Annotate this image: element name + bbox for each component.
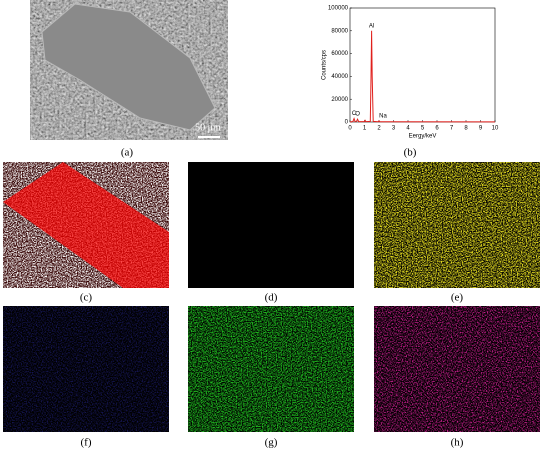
y-tick-label: 60000 <box>331 51 348 57</box>
spectrum-chart: 0 1 2 3 4 5 6 7 8 9 10 0 20000 40000 60000 80000 100000 E… <box>322 6 499 140</box>
map-d <box>188 162 354 288</box>
panel-label: (g) <box>265 437 278 449</box>
x-tick-label: 4 <box>406 126 410 132</box>
y-axis-label: Counts/cps <box>322 50 328 80</box>
y-tick-label: 40000 <box>331 74 348 80</box>
map-e <box>374 162 540 288</box>
map-f <box>3 306 169 432</box>
x-axis-label: Eergy/keV <box>409 134 437 140</box>
map-tint <box>188 306 354 432</box>
panel-label: (b) <box>404 147 417 159</box>
x-tick-label: 8 <box>464 126 468 132</box>
panel-label: (a) <box>121 147 134 159</box>
y-tick-label: 80000 <box>331 28 348 34</box>
y-tick-label: 0 <box>345 120 349 126</box>
panel-label: (f) <box>81 437 92 449</box>
x-tick-label: 9 <box>479 126 483 132</box>
peak-label: Na <box>379 113 387 119</box>
map-g <box>188 306 354 432</box>
panel-label: (e) <box>451 292 464 304</box>
x-tick-label: 1 <box>363 126 367 132</box>
peak-label: Al <box>369 23 374 29</box>
x-tick-label: 6 <box>435 126 439 132</box>
map-h <box>374 306 540 432</box>
map-tint <box>374 162 540 288</box>
y-tick-label: 100000 <box>328 6 349 12</box>
x-tick-label: 2 <box>377 126 381 132</box>
peak-label: C <box>352 111 357 117</box>
y-tick-label: 20000 <box>331 97 348 103</box>
panel-label: (h) <box>451 437 464 449</box>
peak-label: O <box>355 112 360 118</box>
scale-bar-label: 50 μm <box>195 122 221 133</box>
map-tint <box>3 306 169 432</box>
map-tint <box>188 162 354 288</box>
map-tint <box>374 306 540 432</box>
x-tick-label: 0 <box>348 126 352 132</box>
spectrum-line <box>349 30 496 123</box>
x-tick-label: 10 <box>492 126 499 132</box>
panel-label: (d) <box>265 292 278 304</box>
sem-particle <box>41 3 216 131</box>
map-region <box>3 162 169 288</box>
x-tick-label: 7 <box>450 126 454 132</box>
panel-label: (c) <box>80 292 93 304</box>
x-tick-label: 3 <box>392 126 396 132</box>
sem-image: 50 μm <box>30 0 228 140</box>
map-c <box>3 162 169 288</box>
x-tick-label: 5 <box>421 126 425 132</box>
